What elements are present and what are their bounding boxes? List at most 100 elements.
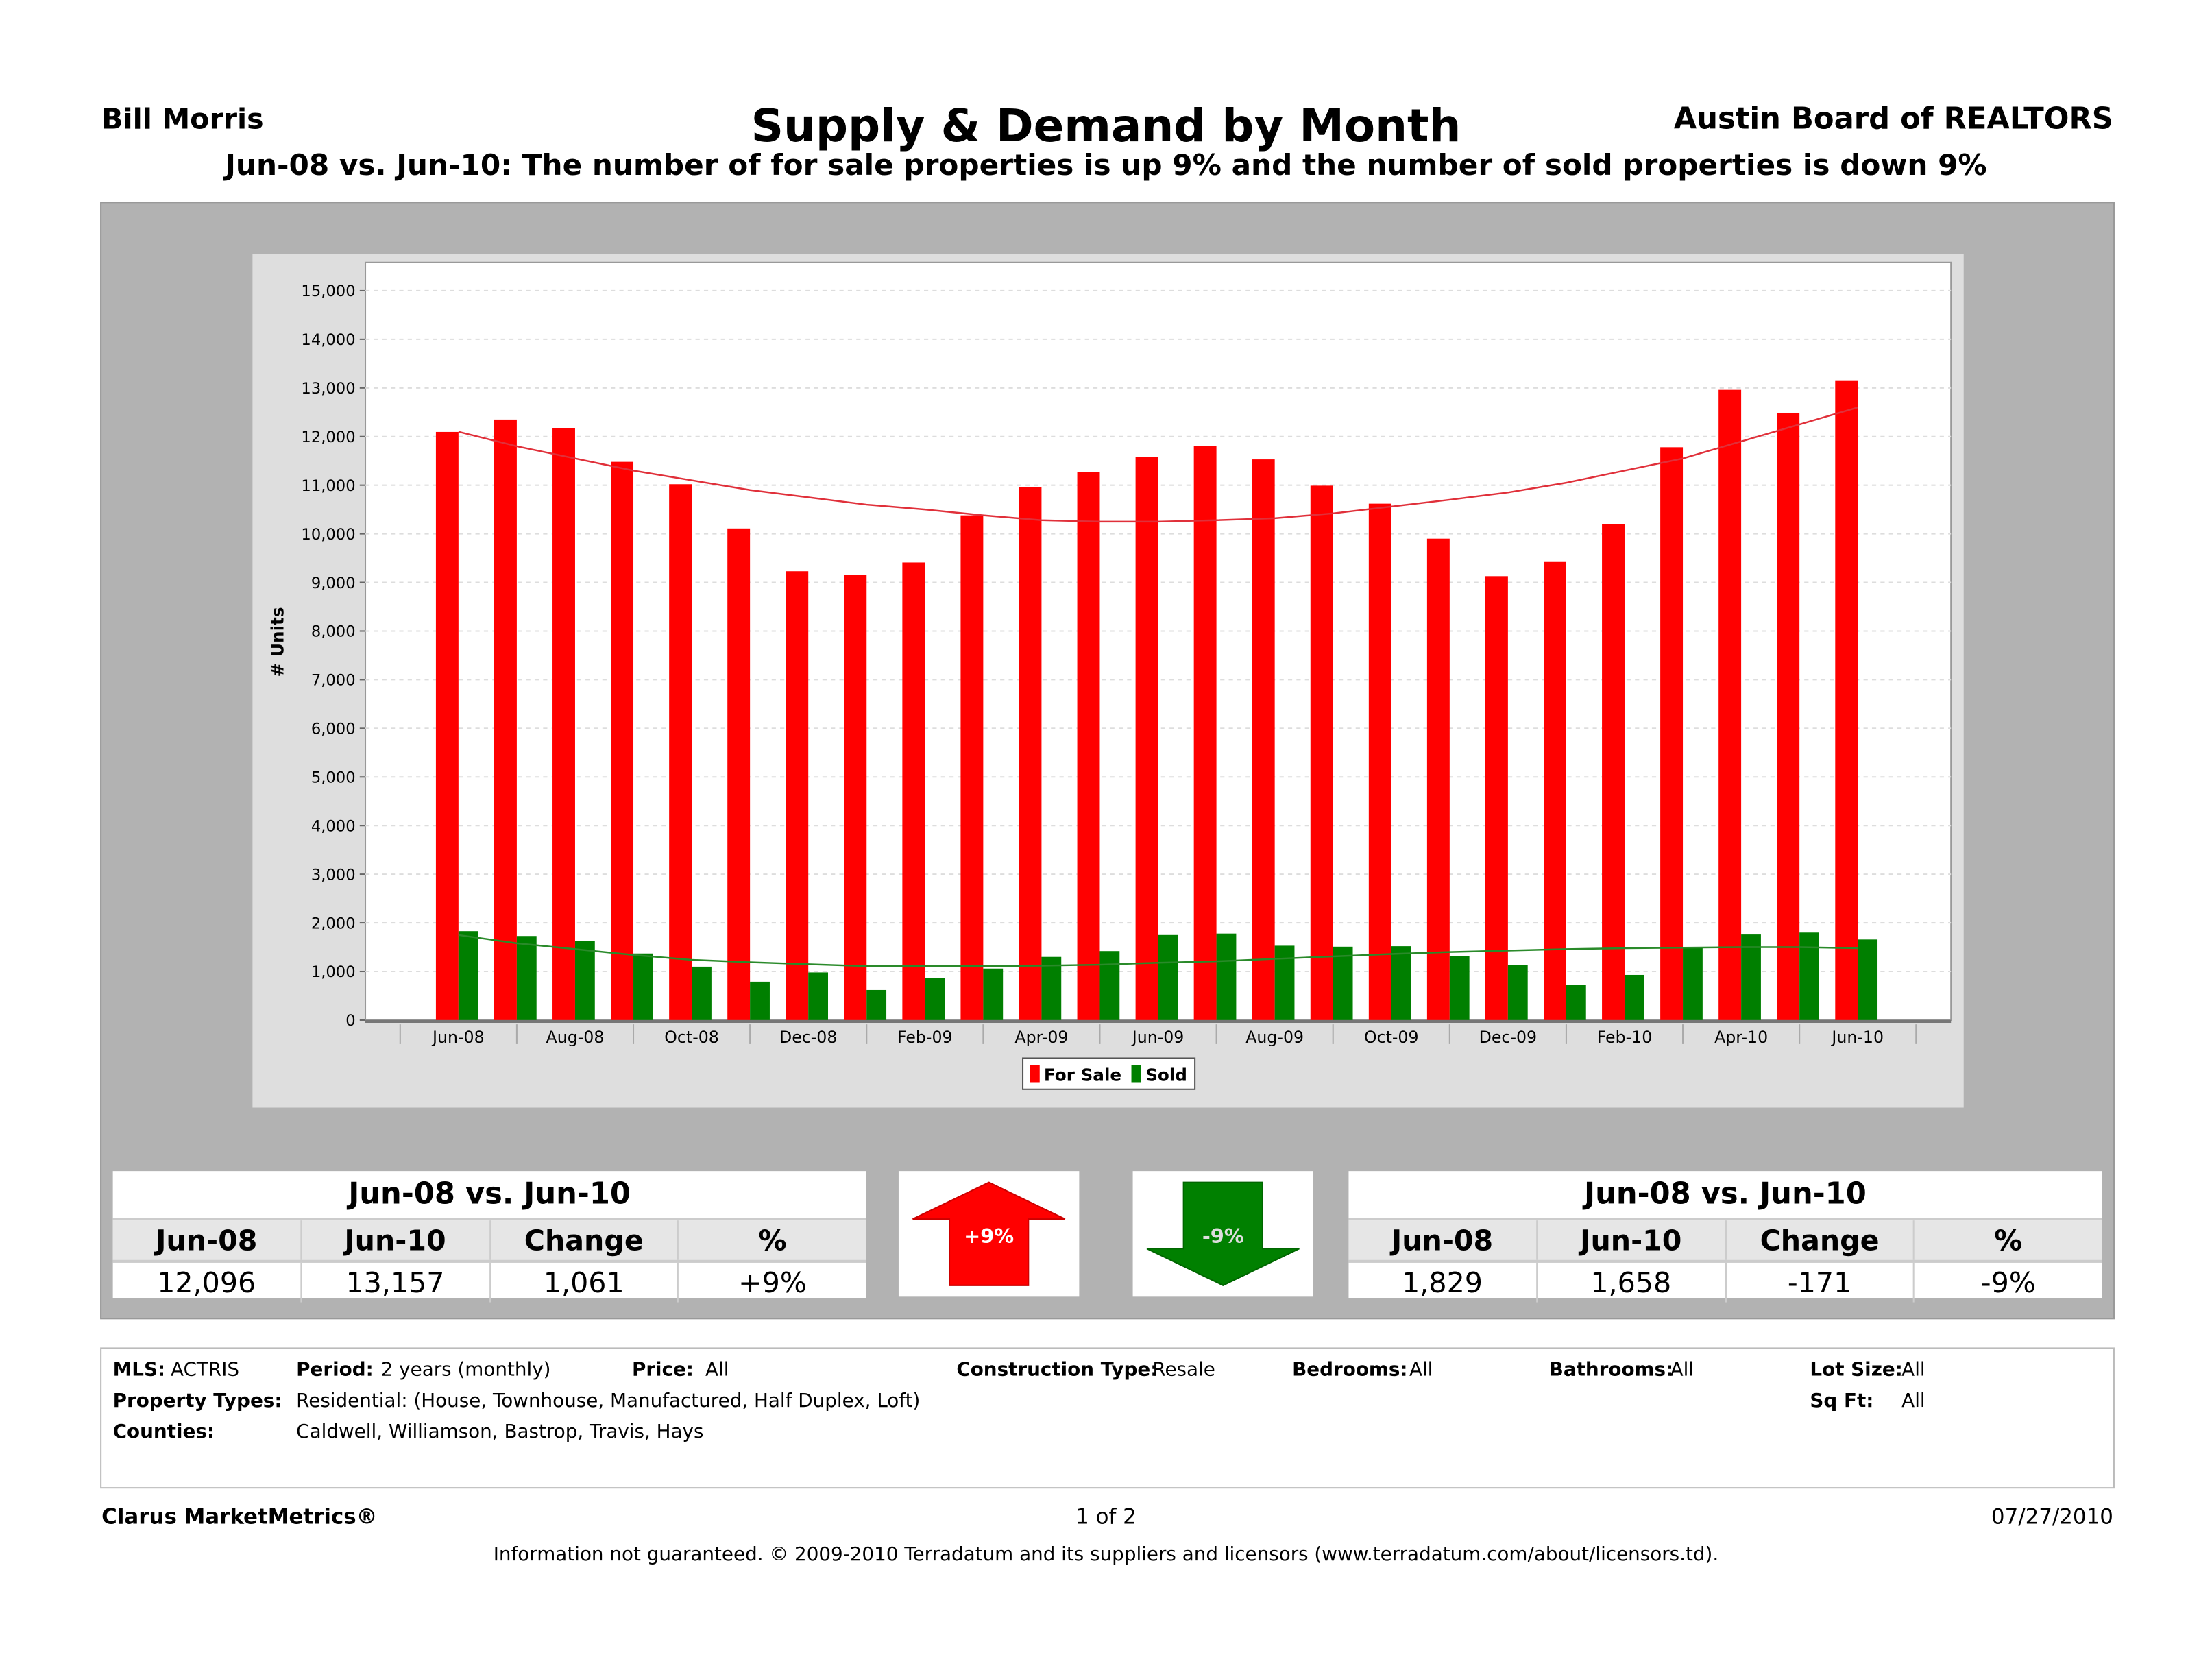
x-tick-label: Jun-08 — [431, 1028, 485, 1047]
page-title: Supply & Demand by Month — [751, 99, 1461, 153]
legend-for-sale-swatch — [1030, 1065, 1040, 1083]
y-axis-label: # Units — [268, 607, 288, 677]
bar-for-sale-Apr-10 — [1718, 389, 1742, 1020]
bar-sold-Nov-09 — [1449, 956, 1470, 1020]
property-types-label: Property Types: — [112, 1390, 282, 1413]
x-tick-label: Dec-09 — [1479, 1028, 1537, 1047]
y-tick-label: 7,000 — [311, 672, 356, 690]
bar-sold-May-10 — [1799, 932, 1819, 1020]
bar-sold-Feb-10 — [1624, 974, 1644, 1020]
bar-for-sale-Jun-10 — [1835, 380, 1858, 1020]
down-arrow-box: -9% — [1132, 1171, 1313, 1297]
bedrooms-value: All — [1409, 1358, 1433, 1381]
bar-for-sale-Apr-09 — [1019, 487, 1042, 1020]
bar-sold-Jun-08 — [458, 931, 478, 1020]
header-cell: Jun-10 — [1538, 1220, 1726, 1260]
page-number: 1 of 2 — [1075, 1503, 1137, 1530]
y-tick-label: 5,000 — [311, 769, 356, 787]
bar-sold-Feb-09 — [925, 978, 945, 1020]
bar-sold-Dec-09 — [1507, 965, 1528, 1020]
price-value: All — [705, 1358, 729, 1381]
header-cell: Jun-10 — [302, 1220, 491, 1260]
bar-sold-Jul-08 — [516, 936, 537, 1020]
x-tick-label: Dec-08 — [779, 1028, 837, 1047]
legend-sold-label: Sold — [1145, 1065, 1187, 1085]
disclaimer: Information not guaranteed. © 2009-2010 … — [493, 1543, 1719, 1567]
y-tick-label: 1,000 — [311, 963, 356, 981]
bathrooms-value: All — [1670, 1358, 1694, 1381]
y-tick-label: 13,000 — [301, 380, 355, 398]
y-tick-label: 3,000 — [311, 866, 356, 884]
table-title: Jun-08 vs. Jun-10 — [112, 1171, 866, 1221]
bar-sold-Apr-10 — [1741, 934, 1761, 1020]
value-cell: 1,061 — [490, 1262, 679, 1303]
construction-label: Construction Type: — [956, 1358, 1158, 1381]
legend: For Sale Sold — [1022, 1057, 1196, 1090]
report-date: 07/27/2010 — [1991, 1503, 2113, 1530]
up-arrow-box: +9% — [898, 1171, 1080, 1297]
bar-for-sale-May-10 — [1777, 412, 1800, 1020]
sqft-value: All — [1901, 1390, 1925, 1413]
bar-sold-Mar-09 — [983, 968, 1004, 1020]
value-cell: 12,096 — [113, 1262, 302, 1303]
property-types-value: Residential: (House, Townhouse, Manufact… — [296, 1390, 921, 1413]
bar-sold-Aug-09 — [1274, 945, 1295, 1020]
legend-for-sale-label: For Sale — [1044, 1065, 1121, 1085]
x-tick-label: Feb-09 — [897, 1028, 953, 1047]
bar-sold-Apr-09 — [1041, 956, 1062, 1020]
construction-value: Resale — [1152, 1358, 1215, 1381]
bar-for-sale-Oct-09 — [1368, 503, 1391, 1020]
chart-panel: 0 1,000 2,000 3,000 4,000 5,000 6,000 7,000 8,00… — [100, 202, 2115, 1320]
counties-label: Counties: — [112, 1421, 215, 1444]
value-cell: -171 — [1726, 1262, 1915, 1303]
bar-sold-Oct-09 — [1391, 946, 1411, 1020]
bar-for-sale-Mar-09 — [960, 515, 984, 1020]
header-cell: % — [1994, 1223, 2023, 1257]
lot-size-value: All — [1901, 1358, 1925, 1381]
y-tick-label: 12,000 — [301, 428, 355, 446]
y-tick-label: 6,000 — [311, 721, 356, 738]
up-arrow-label: +9% — [964, 1224, 1014, 1248]
price-label: Price: — [631, 1358, 694, 1381]
bar-chart: 0 1,000 2,000 3,000 4,000 5,000 6,000 7,000 8,00… — [268, 261, 1952, 1090]
bathrooms-label: Bathrooms: — [1548, 1358, 1674, 1381]
x-tick-label: Aug-08 — [546, 1028, 605, 1047]
down-arrow-label: -9% — [1202, 1224, 1244, 1248]
sold-trend-line — [458, 934, 1858, 967]
bar-sold-Aug-08 — [574, 941, 595, 1020]
counties-value: Caldwell, Williamson, Bastrop, Travis, H… — [296, 1421, 704, 1444]
bar-sold-May-09 — [1099, 951, 1120, 1020]
bar-sold-Jul-09 — [1216, 933, 1237, 1020]
bar-sold-Dec-08 — [808, 972, 829, 1020]
sqft-label: Sq Ft: — [1810, 1390, 1874, 1413]
y-tick-label: 9,000 — [311, 575, 356, 592]
x-tick-label: Jun-10 — [1830, 1028, 1884, 1047]
x-tick-label: Aug-09 — [1245, 1028, 1304, 1047]
value-cell: 1,658 — [1538, 1262, 1726, 1303]
legend-box — [1022, 1057, 1196, 1090]
y-tick-label: 11,000 — [301, 477, 355, 495]
bar-for-sale-Jan-09 — [844, 575, 867, 1020]
for-sale-trend-line — [458, 407, 1858, 523]
bar-for-sale-Jun-09 — [1135, 457, 1158, 1020]
bar-for-sale-Sep-08 — [611, 461, 634, 1020]
bar-sold-Jan-10 — [1566, 985, 1586, 1020]
bedrooms-label: Bedrooms: — [1292, 1358, 1408, 1381]
period-value: 2 years (monthly) — [380, 1358, 551, 1381]
value-cell: 1,829 — [1348, 1262, 1538, 1303]
bar-for-sale-Feb-09 — [902, 562, 925, 1020]
bar-for-sale-May-09 — [1077, 472, 1100, 1020]
header-cell: Change — [490, 1220, 679, 1260]
up-arrow-icon: +9% — [912, 1181, 1066, 1286]
plot-area — [364, 261, 1952, 1021]
bar-for-sale-Aug-08 — [552, 428, 575, 1020]
bar-for-sale-Mar-10 — [1660, 447, 1684, 1020]
bar-for-sale-Dec-08 — [786, 571, 809, 1020]
header-cell: Jun-08 — [113, 1220, 302, 1260]
value-cell: +9% — [738, 1266, 807, 1300]
y-tick-label: 0 — [345, 1012, 355, 1030]
bar-sold-Mar-10 — [1683, 947, 1703, 1020]
bar-sold-Nov-08 — [750, 981, 770, 1020]
chart-container: 0 1,000 2,000 3,000 4,000 5,000 6,000 7,000 8,00… — [252, 254, 1964, 1108]
bar-for-sale-Sep-09 — [1310, 485, 1333, 1020]
